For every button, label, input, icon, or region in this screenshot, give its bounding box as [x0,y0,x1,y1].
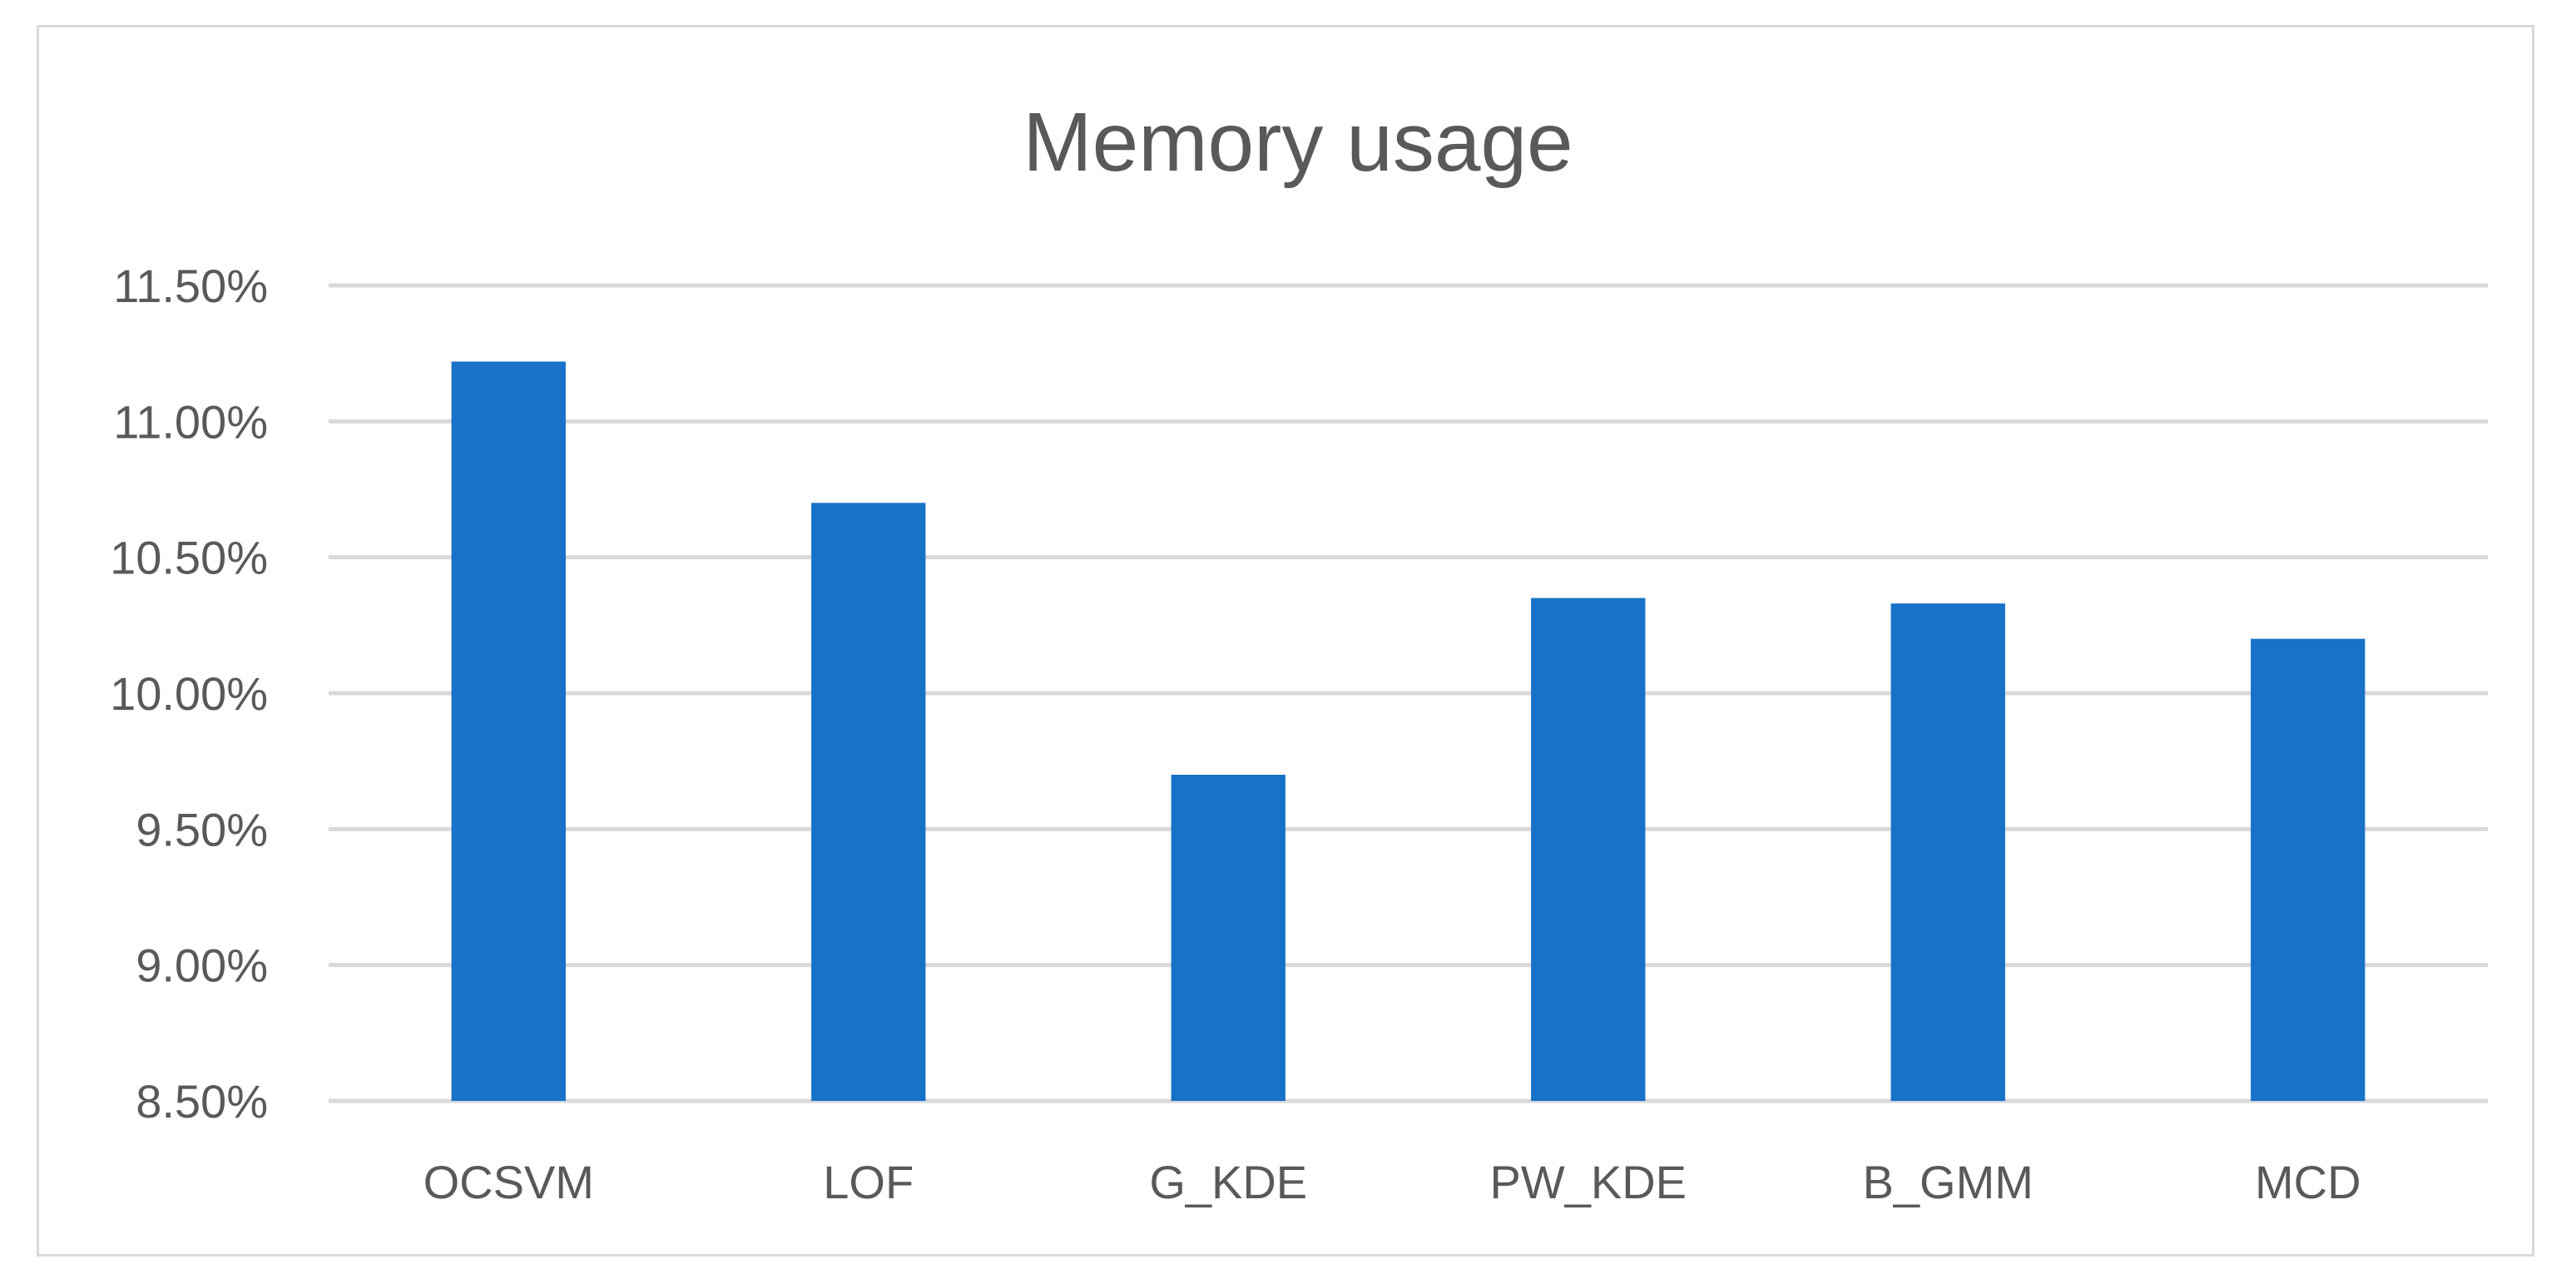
x-tick-label: B_GMM [1863,1156,2034,1208]
y-axis-tick-labels: 8.50% 9.00% 9.50% 10.00% 10.50% 11.00% 11.50% [110,260,268,1128]
bar-lof [811,503,926,1101]
x-tick-label: MCD [2255,1156,2361,1208]
x-tick-label: OCSVM [424,1156,594,1208]
bar-ocsvm [451,361,566,1101]
bar-mcd [2251,638,2365,1101]
y-tick-label: 8.50% [136,1075,268,1128]
y-tick-label: 11.00% [113,395,268,448]
y-tick-label: 10.00% [110,667,268,720]
y-tick-label: 9.50% [136,803,268,855]
bar-g-kde [1171,775,1286,1101]
y-tick-label: 11.50% [113,260,268,312]
x-axis-category-labels: OCSVM LOF G_KDE PW_KDE B_GMM MCD [424,1156,2361,1208]
x-tick-label: PW_KDE [1490,1156,1687,1208]
bars [451,361,2365,1101]
chart-title: Memory usage [1023,96,1573,189]
y-tick-label: 10.50% [110,532,268,584]
x-tick-label: G_KDE [1149,1156,1307,1208]
y-tick-label: 9.00% [136,939,268,992]
bar-b-gmm [1890,603,2005,1101]
x-tick-label: LOF [823,1156,914,1208]
gridlines [329,283,2488,1103]
bar-pw-kde [1531,597,1646,1101]
